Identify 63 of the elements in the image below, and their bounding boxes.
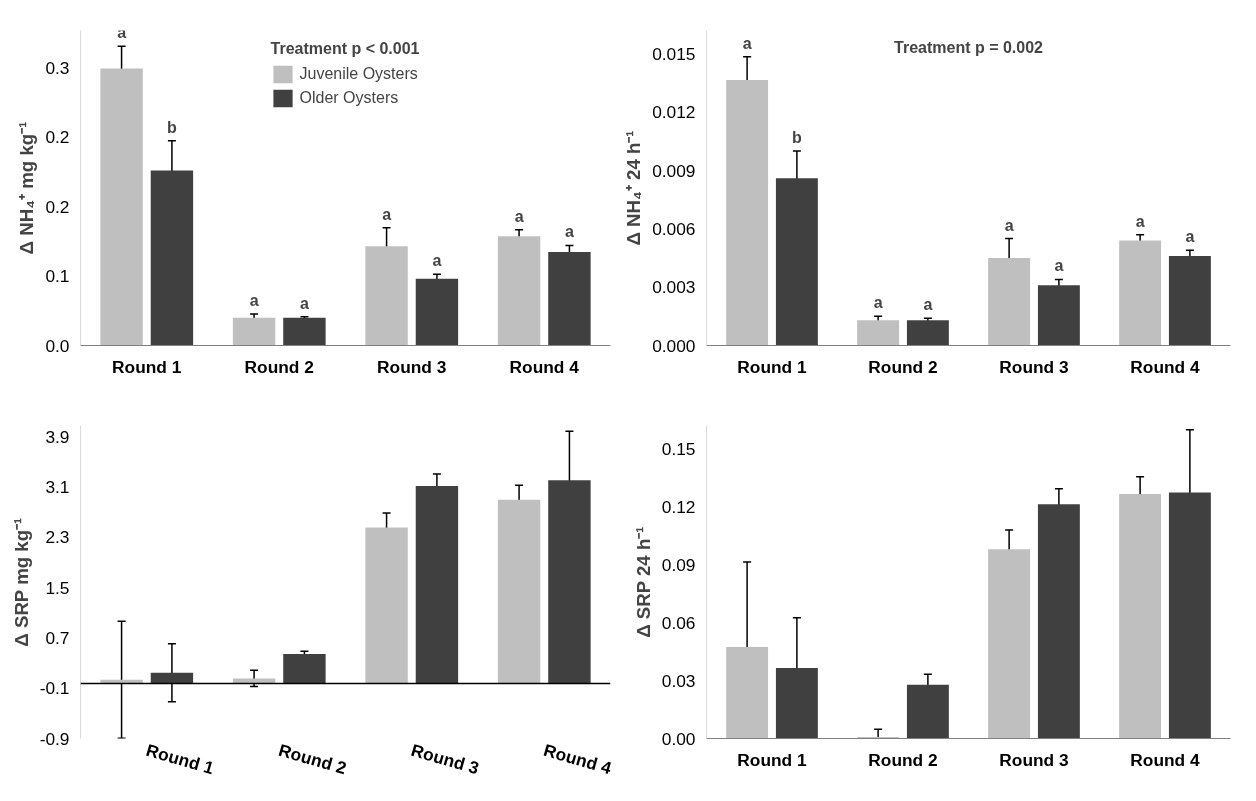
x-tick-label: Round 2	[868, 749, 938, 770]
x-tick-label: Round 3	[999, 356, 1070, 377]
annotation: b	[167, 118, 178, 136]
x-tick-label: Round 4	[509, 356, 580, 377]
y-tick-label: 0.000	[652, 335, 696, 356]
x-tick-label: Round 1	[737, 749, 808, 770]
x-tick-label: Round 1	[112, 356, 182, 377]
x-tick-label: Round 1	[143, 739, 217, 779]
annotation: a	[873, 294, 883, 312]
y-tick-label: 0.2	[45, 196, 70, 217]
legend-title: Treatment p < 0.001	[270, 40, 420, 58]
annotation: a	[432, 252, 442, 270]
legend-label: Older Oysters	[299, 89, 399, 107]
y-tick-label: 0.7	[45, 627, 70, 648]
y-tick-label: 0.06	[661, 612, 696, 633]
y-tick-label: 0.015	[652, 43, 696, 64]
y-tick-label: 0.006	[652, 218, 696, 239]
annotation: a	[1004, 216, 1014, 234]
annotation: a	[299, 294, 309, 312]
x-tick-label: Round 4	[1130, 356, 1201, 377]
x-tick-label: Round 4	[541, 739, 614, 779]
y-tick-label: 0.003	[652, 277, 696, 298]
y-axis-title: Δ SRP 24 h⁻¹	[632, 526, 654, 638]
legend-label: Juvenile Oysters	[299, 65, 418, 83]
annotation: a	[1135, 212, 1145, 230]
annotation: a	[1185, 228, 1195, 246]
y-axis-title: Δ NH₄⁺ mg kg⁻¹	[16, 121, 38, 255]
y-tick-label: -0.1	[39, 678, 70, 699]
x-tick-label: Round 2	[244, 356, 314, 377]
y-axis-title: Δ SRP mg kg⁻¹	[10, 517, 32, 647]
annotation: a	[249, 292, 259, 309]
y-tick-label: 0.12	[661, 496, 696, 517]
y-tick-label: 0.15	[661, 438, 696, 459]
x-tick-label: Round 3	[377, 356, 447, 377]
x-tick-label: Round 3	[408, 739, 482, 779]
x-tick-label: Round 4	[1130, 749, 1201, 770]
y-tick-label: 3.9	[45, 426, 70, 447]
y-tick-label: 0.012	[652, 102, 696, 123]
annotation: a	[564, 223, 574, 241]
annotation: a	[514, 207, 524, 225]
annotation: b	[792, 129, 802, 147]
y-tick-label: 0.09	[661, 554, 696, 575]
x-tick-label: Round 2	[276, 739, 349, 779]
y-tick-label: 0.03	[661, 670, 696, 691]
y-tick-label: 3.1	[45, 476, 70, 497]
y-axis-title: Δ NH₄⁺ 24 h⁻¹	[623, 130, 645, 246]
y-tick-label: 0.009	[652, 160, 696, 181]
y-tick-label: 0.1	[45, 266, 70, 287]
x-tick-label: Round 1	[737, 356, 808, 377]
y-tick-label: 1.5	[45, 577, 70, 598]
annotation: a	[742, 34, 752, 52]
y-tick-label: 0.2	[45, 127, 70, 148]
x-tick-label: Round 3	[999, 749, 1070, 770]
annotation: Treatment p = 0.002	[894, 38, 1044, 56]
annotation: a	[382, 205, 392, 223]
y-tick-label: 2.3	[45, 527, 70, 548]
annotation: a	[923, 296, 933, 314]
x-tick-label: Round 2	[868, 356, 938, 377]
y-tick-label: 0.0	[45, 335, 70, 356]
y-tick-label: -0.9	[39, 728, 70, 749]
y-tick-label: 0.00	[661, 728, 696, 749]
y-tick-label: 0.3	[45, 57, 70, 78]
annotation: a	[1054, 257, 1064, 275]
